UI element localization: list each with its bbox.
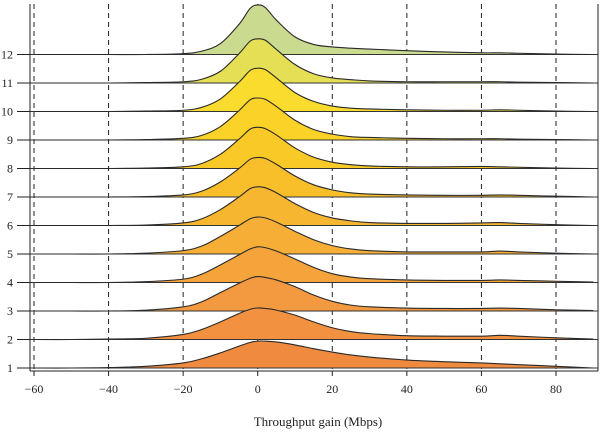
y-tick-label-11: 11 (1, 76, 13, 90)
x-tick-label-4: 20 (326, 382, 338, 396)
ridge-line-3 (34, 275, 594, 312)
frame-layer (29, 4, 599, 372)
ridge-10 (30, 67, 598, 113)
ridge-line-2 (33, 307, 594, 341)
ridge-line-11 (34, 38, 594, 84)
ridge-3 (30, 275, 598, 312)
ridge-line-9 (34, 97, 594, 141)
ridge-line-7 (34, 156, 594, 198)
x-axis-title: Throughput gain (Mbps) (254, 414, 383, 429)
ridge-fill-9 (34, 97, 594, 141)
y-tick-label-4: 4 (7, 276, 13, 290)
y-tick-label-6: 6 (7, 219, 13, 233)
ridge-2 (30, 307, 598, 341)
x-tick-label-7: 80 (550, 382, 562, 396)
ridge-6 (30, 186, 598, 227)
x-tick-label-0: −60 (25, 382, 44, 396)
y-tick-label-5: 5 (7, 247, 13, 261)
ridge-fill-4 (34, 246, 594, 283)
ridge-fill-3 (34, 276, 594, 312)
x-tick-label-5: 40 (401, 382, 413, 396)
ridge-1 (30, 340, 598, 369)
y-tick-label-3: 3 (7, 304, 13, 318)
ridge-5 (30, 216, 598, 255)
x-tick-label-3: 0 (255, 382, 261, 396)
y-tick-label-1: 1 (7, 361, 13, 375)
x-tick-labels: −60 −40 −20 0 20 40 60 80 (25, 371, 562, 396)
ridge-12 (30, 4, 598, 56)
x-tick-label-6: 60 (475, 382, 487, 396)
y-tick-label-7: 7 (7, 190, 13, 204)
y-tick-label-8: 8 (7, 162, 13, 176)
ridge-4 (30, 246, 598, 284)
x-tick-label-2: −20 (174, 382, 193, 396)
ridge-11 (30, 38, 598, 84)
ridge-line-5 (34, 216, 594, 255)
ridge-fill-1 (34, 340, 594, 369)
y-tick-label-10: 10 (1, 105, 13, 119)
ridge-line-6 (33, 186, 594, 227)
ridge-fill-8 (34, 127, 594, 169)
ridge-line-1 (33, 340, 594, 369)
ridge-fill-12 (34, 4, 594, 55)
y-tick-label-9: 9 (7, 133, 13, 147)
y-tick-label-12: 12 (1, 48, 13, 62)
ridge-fill-6 (34, 186, 594, 226)
y-tick-label-2: 2 (7, 333, 13, 347)
ridge-8 (30, 126, 598, 170)
ridge-fill-5 (34, 216, 594, 255)
ridge-line-12 (34, 4, 594, 56)
ridge-9 (30, 97, 598, 141)
ridge-line-4 (33, 246, 594, 284)
ridges-layer (30, 4, 598, 369)
ridge-line-8 (33, 126, 594, 170)
ridge-fill-10 (34, 68, 594, 112)
ridge-fill-2 (34, 307, 594, 340)
x-tick-label-1: −40 (99, 382, 118, 396)
ridge-fill-7 (34, 157, 594, 198)
ridge-7 (30, 156, 598, 198)
ridge-line-10 (33, 67, 594, 113)
